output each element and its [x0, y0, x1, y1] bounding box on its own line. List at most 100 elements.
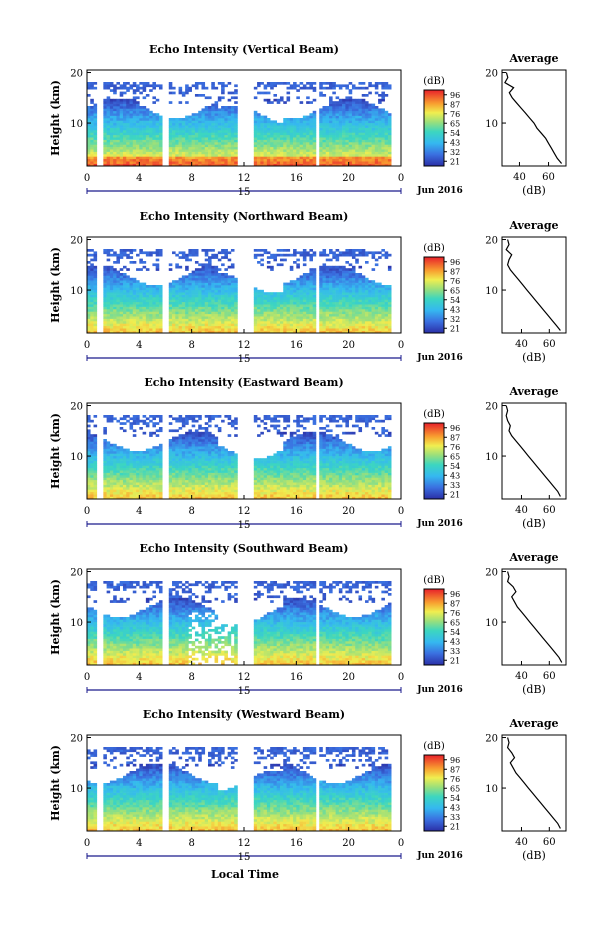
heatmap-cell — [87, 249, 91, 252]
heatmap-cell — [132, 451, 137, 454]
heatmap-cell — [155, 292, 160, 295]
heatmap-cell — [132, 144, 137, 148]
heatmap-cell — [109, 316, 114, 319]
heatmap-cell — [201, 321, 206, 324]
heatmap-cell — [348, 98, 353, 102]
heatmap-cell — [211, 149, 215, 152]
heatmap-cell — [103, 453, 107, 457]
heatmap-cell — [122, 115, 127, 119]
heatmap-cell — [322, 130, 327, 133]
heatmap-cell — [126, 146, 130, 150]
heatmap-cell — [87, 299, 91, 303]
heatmap-cell — [365, 118, 369, 121]
heatmap-cell — [185, 151, 189, 155]
heatmap-cell — [289, 325, 294, 329]
heatmap-cell — [338, 268, 343, 271]
heatmap-cell — [87, 304, 91, 307]
heatmap-cell — [181, 285, 186, 288]
heatmap-cell — [106, 475, 111, 478]
heatmap-cell — [129, 106, 134, 109]
heatmap-cell — [309, 270, 313, 274]
heatmap-cell — [168, 101, 173, 104]
heatmap-cell — [234, 120, 238, 124]
heatmap-cell — [126, 142, 130, 145]
heatmap-cell — [224, 156, 228, 160]
heatmap-cell — [299, 130, 304, 133]
heatmap-cell — [273, 325, 278, 329]
heatmap-cell — [93, 122, 98, 126]
heatmap-cell — [338, 289, 343, 293]
heatmap-cell — [227, 325, 232, 329]
heatmap-cell — [172, 306, 176, 310]
heatmap-cell — [90, 149, 94, 152]
heatmap-cell — [289, 122, 294, 126]
heatmap-cell — [371, 144, 376, 148]
heatmap-cell — [129, 325, 134, 329]
heatmap-cell — [296, 285, 300, 288]
heatmap-cell — [368, 325, 372, 329]
heatmap-cell — [152, 263, 156, 267]
heatmap-cell — [119, 142, 124, 145]
heatmap-cell — [227, 134, 232, 138]
heatmap-cell — [270, 318, 274, 322]
heatmap-cell — [365, 297, 369, 300]
heatmap-cell — [289, 330, 294, 334]
heatmap-cell — [106, 127, 111, 131]
heatmap-cell — [257, 146, 261, 150]
heatmap-cell — [365, 154, 369, 157]
heatmap-cell — [188, 89, 192, 92]
heatmap-cell — [351, 134, 356, 138]
heatmap-cell — [322, 321, 327, 324]
heatmap-cell — [302, 125, 307, 128]
heatmap-cell — [299, 316, 304, 319]
heatmap-cell — [201, 118, 206, 121]
heatmap-cell — [188, 318, 192, 322]
heatmap-cell — [230, 151, 235, 155]
heatmap-cell — [198, 156, 202, 160]
heatmap-cell — [90, 294, 94, 298]
heatmap-cell — [257, 139, 261, 143]
heatmap-cell — [208, 110, 212, 114]
heatmap-cell — [93, 158, 98, 162]
heatmap-cell — [329, 306, 333, 310]
heatmap-cell — [122, 249, 127, 252]
heatmap-cell — [293, 297, 297, 300]
heatmap-cell — [387, 154, 392, 157]
heatmap-cell — [185, 321, 189, 324]
heatmap-cell — [257, 137, 261, 140]
heatmap-cell — [332, 313, 336, 317]
heatmap-cell — [208, 318, 212, 322]
heatmap-cell — [345, 163, 349, 167]
heatmap-cell — [329, 82, 333, 85]
heatmap-cell — [87, 130, 91, 133]
heatmap-cell — [253, 149, 258, 152]
heatmap-cell — [90, 311, 94, 315]
heatmap-cell — [145, 110, 150, 114]
heatmap-cell — [145, 139, 150, 143]
heatmap-cell — [178, 142, 183, 145]
heatmap-cell — [293, 84, 297, 88]
heatmap-cell — [263, 151, 268, 155]
heatmap-cell — [109, 482, 114, 485]
heatmap-cell — [332, 294, 336, 298]
heatmap-cell — [270, 144, 274, 148]
heatmap-cell — [168, 163, 173, 167]
heatmap-cell — [185, 101, 189, 104]
heatmap-cell — [132, 484, 137, 488]
heatmap-cell — [306, 154, 310, 157]
heatmap-cell — [319, 301, 323, 305]
heatmap-cell — [302, 154, 307, 157]
heatmap-cell — [204, 142, 209, 145]
heatmap-cell — [119, 491, 124, 495]
heatmap-cell — [87, 161, 91, 164]
heatmap-cell — [374, 125, 379, 128]
heatmap-cell — [152, 151, 156, 155]
heatmap-cell — [227, 275, 232, 279]
heatmap-cell — [194, 137, 199, 140]
heatmap-cell — [132, 479, 137, 483]
heatmap-cell — [361, 113, 366, 116]
heatmap-cell — [355, 122, 359, 126]
heatmap-cell — [358, 316, 363, 319]
heatmap-cell — [306, 86, 310, 90]
heatmap-cell — [319, 149, 323, 152]
